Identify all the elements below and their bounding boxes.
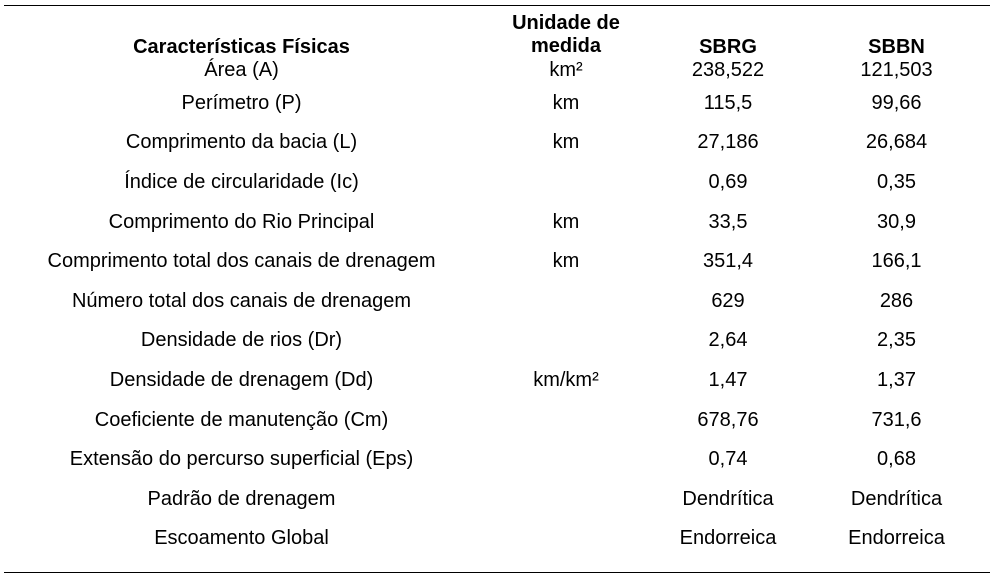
cell-sbbn: 731,6 <box>871 408 922 431</box>
table-row: Coeficiente de manutenção (Cm) 678,76 731,… <box>4 400 990 440</box>
cell-unit <box>479 400 653 440</box>
table-row: Densidade de rios (Dr) 2,64 2,35 <box>4 321 990 361</box>
table-row: Padrão de drenagem Dendrítica Dendrítica <box>4 479 990 519</box>
cell-sbrg: 0,74 <box>708 448 748 471</box>
cell-sbbn: 0,35 <box>877 170 916 193</box>
cell-unit <box>479 519 653 559</box>
cell-sbbn: 166,1 <box>871 250 922 273</box>
cell-unit: km <box>552 210 580 233</box>
cell-sbbn: 121,503 <box>860 59 933 81</box>
header-sbbn: SBBN <box>868 36 925 58</box>
table-row: Índice de circularidade (Ic) 0,69 0,35 <box>4 162 990 202</box>
cell-sbbn: 2,35 <box>877 329 916 352</box>
header-sbrg: SBRG <box>699 36 757 58</box>
table-row: Número total dos canais de drenagem 629 28… <box>4 281 990 321</box>
cell-sbrg: 1,47 <box>708 368 748 391</box>
cell-sbbn: 1,37 <box>877 368 916 391</box>
cell-unit: km/km² <box>533 368 599 391</box>
header-unit: Unidade de medida <box>479 6 653 59</box>
cell-unit <box>479 321 653 361</box>
cell-sbrg: 33,5 <box>708 210 748 233</box>
cell-sbbn: 0,68 <box>877 448 916 471</box>
cell-characteristic: Área (A) <box>204 59 279 81</box>
cell-sbrg: 678,76 <box>697 408 759 431</box>
cell-unit <box>479 162 653 202</box>
header-row: Características Físicas Unidade de medid… <box>4 6 990 59</box>
table-row: Comprimento total dos canais de drenagem… <box>4 241 990 281</box>
cell-sbrg: 629 <box>711 289 745 312</box>
header-characteristic: Características Físicas <box>133 36 350 58</box>
cell-sbbn: 30,9 <box>877 210 916 233</box>
cell-characteristic: Perímetro (P) <box>181 91 302 114</box>
cell-sbrg: 0,69 <box>708 170 748 193</box>
cell-sbbn: Endorreica <box>848 527 945 550</box>
cell-sbrg: Dendrítica <box>682 487 774 510</box>
cell-sbbn: 26,684 <box>865 131 928 154</box>
data-table: Características Físicas Unidade de medid… <box>4 6 990 558</box>
cell-sbrg: 27,186 <box>697 131 759 154</box>
cell-characteristic: Escoamento Global <box>154 527 329 550</box>
cell-sbrg: 351,4 <box>702 250 754 273</box>
cell-characteristic: Padrão de drenagem <box>147 487 336 510</box>
cell-sbrg: 2,64 <box>708 329 748 352</box>
table-row: Área (A) km² 238,522 121,503 <box>4 59 990 83</box>
cell-unit: km² <box>549 59 583 81</box>
table-body: Área (A) km² 238,522 121,503 Perímetro (P) km… <box>4 59 990 558</box>
cell-sbbn: Dendrítica <box>850 487 943 510</box>
cell-characteristic: Extensão do percurso superficial (Eps) <box>69 448 414 471</box>
cell-sbrg: 238,522 <box>691 59 765 81</box>
table-row: Escoamento Global Endorreica Endorreica <box>4 519 990 559</box>
cell-unit <box>479 439 653 479</box>
physical-characteristics-table: Características Físicas Unidade de medid… <box>4 5 990 573</box>
table-row: Perímetro (P) km 115,5 99,66 <box>4 83 990 123</box>
cell-characteristic: Coeficiente de manutenção (Cm) <box>94 408 389 431</box>
cell-characteristic: Densidade de drenagem (Dd) <box>109 368 374 391</box>
cell-unit <box>479 281 653 321</box>
header-unit-line1: Unidade de <box>512 12 620 34</box>
cell-sbrg: 115,5 <box>703 91 753 114</box>
cell-characteristic: Comprimento da bacia (L) <box>125 131 358 154</box>
cell-characteristic: Número total dos canais de drenagem <box>71 289 412 312</box>
header-unit-line2: medida <box>530 35 602 57</box>
cell-characteristic: Índice de circularidade (Ic) <box>124 170 359 193</box>
cell-unit: km <box>552 91 580 114</box>
table-row: Comprimento da bacia (L) km 27,186 26,684 <box>4 123 990 163</box>
cell-characteristic: Densidade de rios (Dr) <box>140 329 343 352</box>
cell-unit: km <box>552 131 580 154</box>
cell-characteristic: Comprimento do Rio Principal <box>108 210 375 233</box>
cell-characteristic: Comprimento total dos canais de drenagem <box>47 250 436 273</box>
cell-unit: km <box>552 250 580 273</box>
table-row: Extensão do percurso superficial (Eps) 0,… <box>4 439 990 479</box>
table-row: Densidade de drenagem (Dd) km/km² 1,47 1,37 <box>4 360 990 400</box>
cell-sbrg: Endorreica <box>679 527 777 550</box>
table-row: Comprimento do Rio Principal km 33,5 30,9 <box>4 202 990 242</box>
cell-sbbn: 99,66 <box>871 91 922 114</box>
cell-sbbn: 286 <box>879 289 914 312</box>
cell-unit <box>479 479 653 519</box>
